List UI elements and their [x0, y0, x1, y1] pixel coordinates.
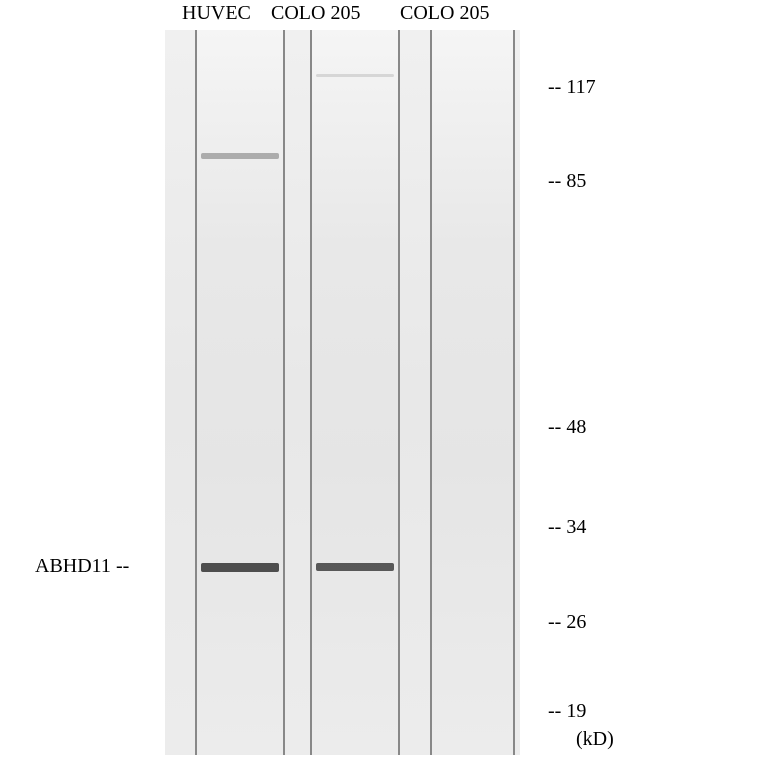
- blot-membrane: [165, 30, 520, 755]
- lane-label-2: COLO 205: [271, 2, 360, 25]
- marker-value: 26: [566, 611, 586, 633]
- band-lane1-main: [201, 563, 278, 572]
- blot-lane-2: [310, 30, 400, 755]
- marker-prefix: --: [548, 611, 566, 633]
- marker-prefix: --: [548, 76, 566, 98]
- lane-label-1: HUVEC: [182, 2, 251, 25]
- marker-19: -- 19: [548, 700, 586, 723]
- western-blot-figure: HUVEC COLO 205 COLO 205 ABHD11 -- -- 117…: [0, 0, 764, 764]
- marker-value: 48: [566, 416, 586, 438]
- band-lane2-faint: [316, 74, 393, 77]
- marker-117: -- 117: [548, 76, 596, 99]
- marker-value: 117: [566, 76, 595, 98]
- marker-prefix: --: [548, 416, 566, 438]
- marker-prefix: --: [548, 516, 566, 538]
- marker-85: -- 85: [548, 170, 586, 193]
- protein-label: ABHD11 --: [35, 555, 129, 578]
- marker-value: 19: [566, 700, 586, 722]
- blot-lane-1: [195, 30, 285, 755]
- marker-prefix: --: [548, 170, 566, 192]
- marker-value: 85: [566, 170, 586, 192]
- marker-26: -- 26: [548, 611, 586, 634]
- blot-lane-3: [430, 30, 515, 755]
- lane-label-3: COLO 205: [400, 2, 489, 25]
- protein-tick: --: [111, 555, 129, 577]
- marker-48: -- 48: [548, 416, 586, 439]
- marker-value: 34: [566, 516, 586, 538]
- band-lane2-main: [316, 563, 393, 571]
- unit-label: (kD): [576, 728, 614, 751]
- band-lane1-upper: [201, 153, 278, 159]
- marker-prefix: --: [548, 700, 566, 722]
- protein-name: ABHD11: [35, 555, 111, 577]
- marker-34: -- 34: [548, 516, 586, 539]
